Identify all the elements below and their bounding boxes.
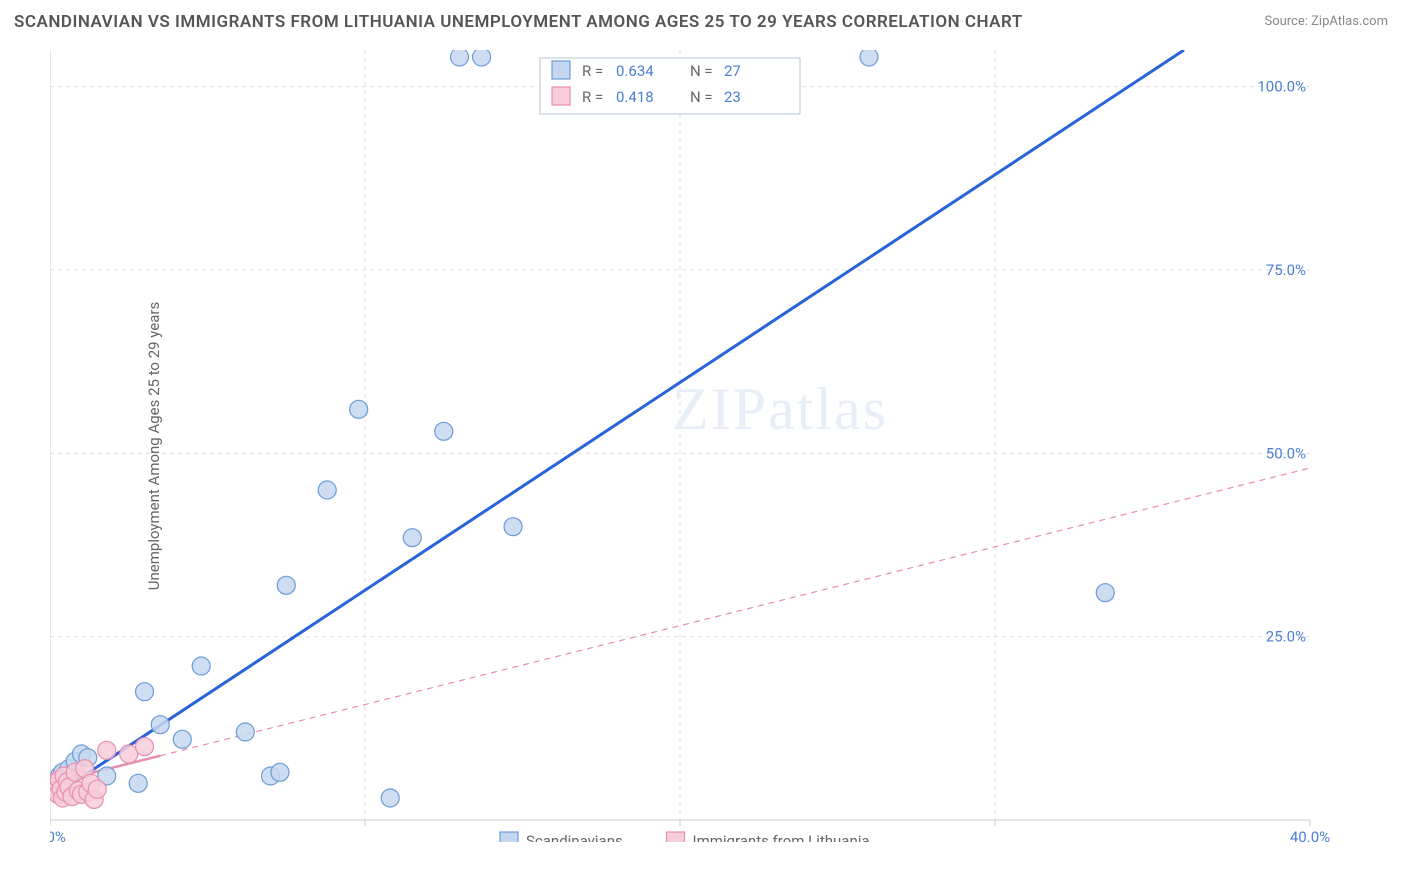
legend-r-value: 0.634 xyxy=(616,62,654,80)
source-label: Source: ZipAtlas.com xyxy=(1264,14,1388,29)
y-tick-label: 75.0% xyxy=(1266,261,1306,279)
data-point xyxy=(350,400,368,418)
legend-swatch xyxy=(552,87,570,105)
data-point xyxy=(136,738,154,756)
data-point xyxy=(129,774,147,792)
data-point xyxy=(1096,584,1114,602)
watermark-text: ZIPatlas xyxy=(672,376,888,442)
data-point xyxy=(98,741,116,759)
legend-bottom-label: Scandinavians xyxy=(526,832,623,842)
data-point xyxy=(473,50,491,66)
legend-swatch xyxy=(552,61,570,79)
x-tick-label: 40.0% xyxy=(1290,828,1330,842)
legend-r-label: R = xyxy=(582,88,603,106)
legend-n-label: N = xyxy=(690,62,713,80)
legend-n-value: 23 xyxy=(724,88,741,106)
y-tick-label: 25.0% xyxy=(1266,628,1306,646)
data-point xyxy=(277,576,295,594)
legend-bottom-swatch xyxy=(500,832,518,842)
data-point xyxy=(860,50,878,66)
data-point xyxy=(271,763,289,781)
legend-n-label: N = xyxy=(690,88,713,106)
chart-container: SCANDINAVIAN VS IMMIGRANTS FROM LITHUANI… xyxy=(0,0,1406,892)
data-point xyxy=(318,481,336,499)
chart-area: ZIPatlas 25.0% 50.0% 75.0% 100.0% 0.0% 40.0% R … xyxy=(50,50,1388,842)
data-point xyxy=(173,730,191,748)
legend-n-value: 27 xyxy=(724,62,741,80)
data-point xyxy=(435,422,453,440)
data-point xyxy=(192,657,210,675)
data-point xyxy=(381,789,399,807)
chart-title: SCANDINAVIAN VS IMMIGRANTS FROM LITHUANI… xyxy=(14,12,1023,32)
legend-top-box xyxy=(540,58,800,114)
data-point xyxy=(88,780,106,798)
trend-line xyxy=(50,50,1184,798)
data-point xyxy=(151,716,169,734)
legend-r-value: 0.418 xyxy=(616,88,654,106)
data-point xyxy=(403,529,421,547)
data-point xyxy=(136,683,154,701)
y-tick-label: 100.0% xyxy=(1257,78,1306,96)
scatter-chart-svg: ZIPatlas 25.0% 50.0% 75.0% 100.0% 0.0% 40.0% R … xyxy=(50,50,1388,842)
data-point xyxy=(236,723,254,741)
data-point xyxy=(451,50,469,66)
x-tick-label: 0.0% xyxy=(50,828,66,842)
data-point xyxy=(504,518,522,536)
legend-bottom-swatch xyxy=(667,832,685,842)
y-tick-label: 50.0% xyxy=(1266,444,1306,462)
legend-r-label: R = xyxy=(582,62,603,80)
legend-bottom-label: Immigrants from Lithuania xyxy=(693,832,870,842)
